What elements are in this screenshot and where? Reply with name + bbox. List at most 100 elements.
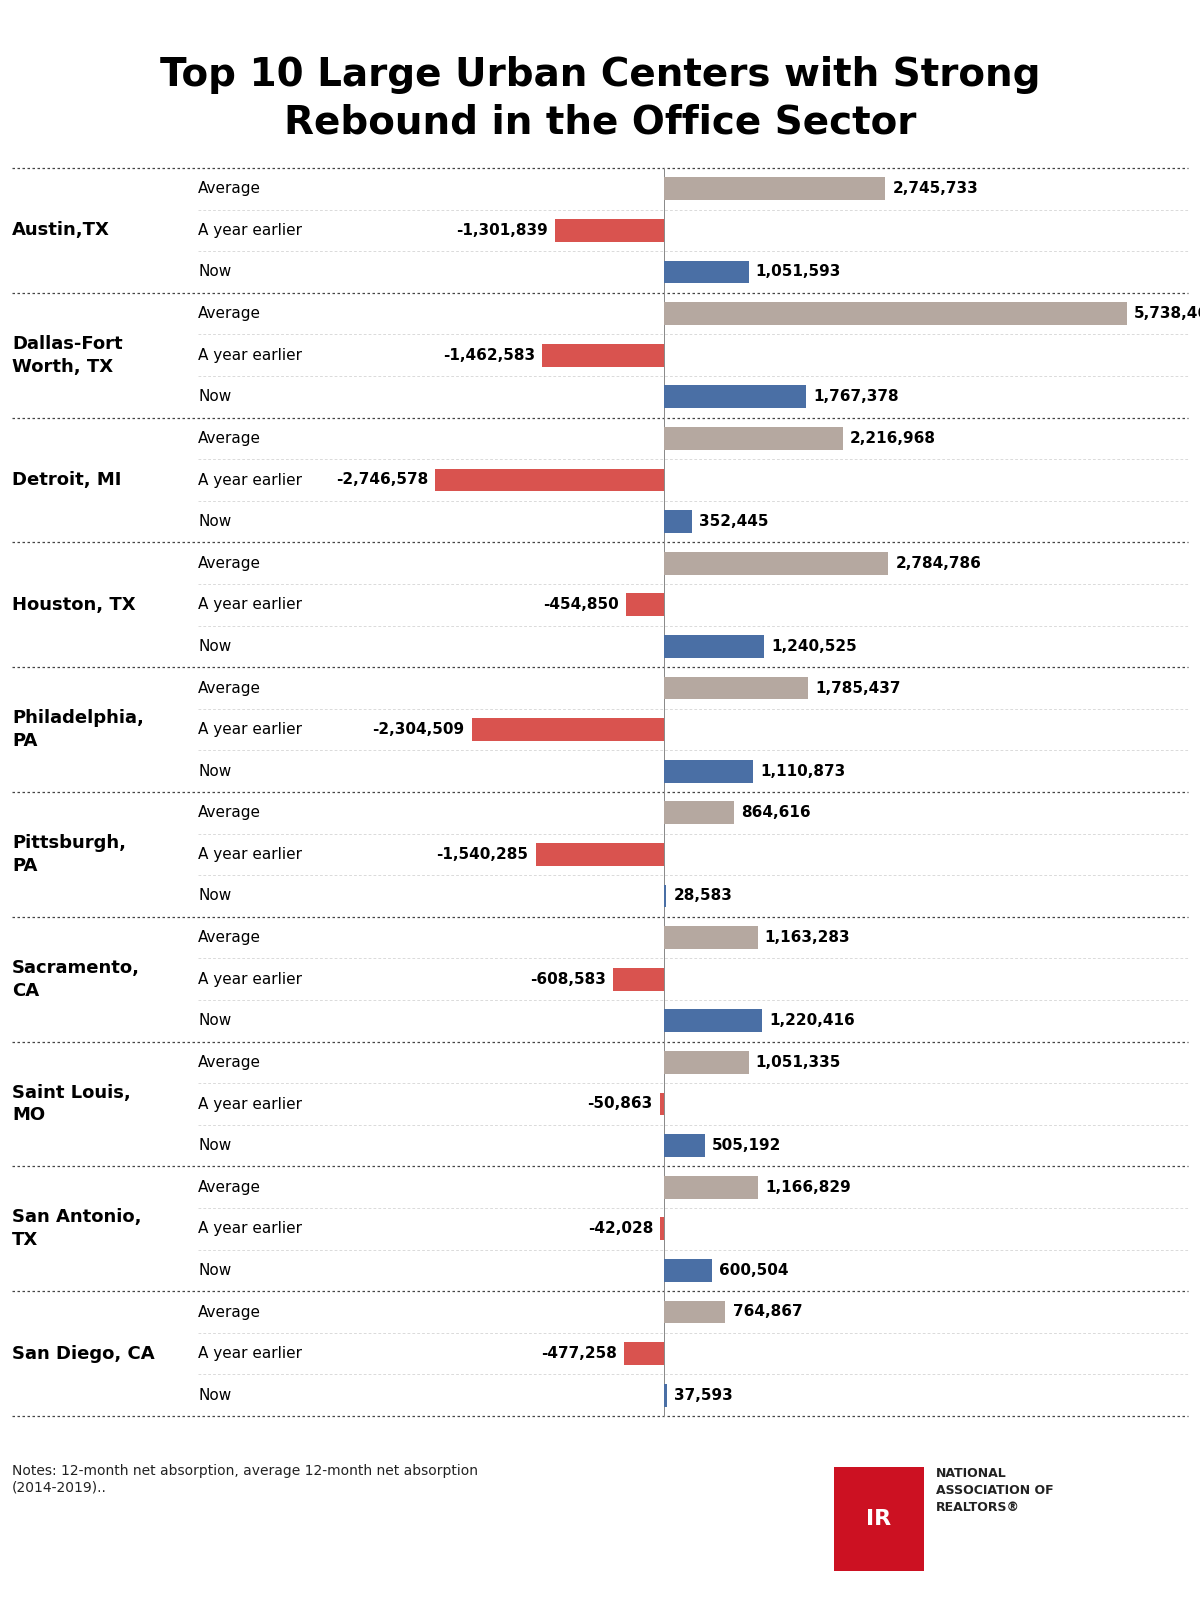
- Text: Dallas-Fort
Worth, TX: Dallas-Fort Worth, TX: [12, 334, 122, 376]
- Bar: [660, 1218, 664, 1240]
- Text: -1,462,583: -1,462,583: [443, 347, 535, 363]
- Text: Average: Average: [198, 1304, 262, 1320]
- Text: A year earlier: A year earlier: [198, 222, 302, 238]
- Text: A year earlier: A year earlier: [198, 347, 302, 363]
- Bar: [556, 219, 664, 242]
- Text: Average: Average: [198, 181, 262, 197]
- Text: 1,110,873: 1,110,873: [761, 763, 846, 779]
- Text: IR: IR: [866, 1509, 892, 1530]
- Text: 1,051,335: 1,051,335: [756, 1054, 841, 1070]
- Bar: [664, 386, 806, 408]
- Text: -454,850: -454,850: [542, 597, 619, 613]
- Text: -50,863: -50,863: [587, 1096, 653, 1112]
- Text: A year earlier: A year earlier: [198, 1346, 302, 1362]
- Text: 600,504: 600,504: [720, 1262, 788, 1278]
- Text: Average: Average: [198, 430, 262, 446]
- Text: Average: Average: [198, 1054, 262, 1070]
- Bar: [542, 344, 664, 366]
- Text: Top 10 Large Urban Centers with Strong
Rebound in the Office Sector: Top 10 Large Urban Centers with Strong R…: [160, 56, 1040, 141]
- Text: Now: Now: [198, 264, 232, 280]
- Bar: [664, 760, 754, 782]
- Bar: [613, 968, 664, 990]
- Text: A year earlier: A year earlier: [198, 971, 302, 987]
- Text: Average: Average: [198, 930, 262, 946]
- Bar: [664, 677, 808, 699]
- Bar: [664, 635, 764, 658]
- Text: San Diego, CA: San Diego, CA: [12, 1344, 155, 1363]
- Text: Average: Average: [198, 555, 262, 571]
- Bar: [664, 552, 888, 574]
- Text: Saint Louis,
MO: Saint Louis, MO: [12, 1083, 131, 1125]
- Bar: [624, 1342, 664, 1365]
- Text: Average: Average: [198, 306, 262, 322]
- Text: A year earlier: A year earlier: [198, 1096, 302, 1112]
- Text: A year earlier: A year earlier: [198, 846, 302, 862]
- Bar: [436, 469, 664, 491]
- Text: San Antonio,
TX: San Antonio, TX: [12, 1208, 142, 1250]
- Bar: [664, 1301, 726, 1323]
- Text: A year earlier: A year earlier: [198, 597, 302, 613]
- Text: 1,240,525: 1,240,525: [772, 638, 857, 654]
- Text: 28,583: 28,583: [673, 888, 732, 904]
- Bar: [664, 1010, 762, 1032]
- Text: 5,738,468: 5,738,468: [1134, 306, 1200, 322]
- Text: Now: Now: [198, 638, 232, 654]
- Text: 764,867: 764,867: [733, 1304, 803, 1320]
- Text: Now: Now: [198, 1013, 232, 1029]
- Text: Detroit, MI: Detroit, MI: [12, 470, 121, 490]
- Text: Austin,TX: Austin,TX: [12, 221, 110, 240]
- Text: NATIONAL
ASSOCIATION OF
REALTORS®: NATIONAL ASSOCIATION OF REALTORS®: [936, 1467, 1054, 1514]
- Text: Now: Now: [198, 763, 232, 779]
- Text: A year earlier: A year earlier: [198, 722, 302, 738]
- Text: 864,616: 864,616: [740, 805, 810, 821]
- Bar: [664, 510, 692, 533]
- Bar: [664, 178, 886, 200]
- Bar: [664, 302, 1127, 325]
- Text: 37,593: 37,593: [674, 1387, 733, 1403]
- Text: 505,192: 505,192: [712, 1138, 781, 1154]
- Text: Houston, TX: Houston, TX: [12, 595, 136, 614]
- Text: Average: Average: [198, 805, 262, 821]
- Text: 1,767,378: 1,767,378: [814, 389, 899, 405]
- Bar: [664, 1384, 667, 1406]
- Bar: [626, 594, 664, 616]
- Text: Pittsburgh,
PA: Pittsburgh, PA: [12, 834, 126, 875]
- Text: 1,051,593: 1,051,593: [756, 264, 841, 280]
- Bar: [664, 1134, 704, 1157]
- Bar: [664, 926, 757, 949]
- Text: -1,301,839: -1,301,839: [456, 222, 548, 238]
- Text: Now: Now: [198, 514, 232, 530]
- Text: -2,304,509: -2,304,509: [372, 722, 464, 738]
- Text: -1,540,285: -1,540,285: [437, 846, 528, 862]
- Bar: [664, 802, 733, 824]
- Text: 1,220,416: 1,220,416: [769, 1013, 856, 1029]
- Text: -42,028: -42,028: [588, 1221, 653, 1237]
- Text: -608,583: -608,583: [530, 971, 606, 987]
- Bar: [535, 843, 664, 866]
- Text: 1,785,437: 1,785,437: [815, 680, 900, 696]
- Text: A year earlier: A year earlier: [198, 1221, 302, 1237]
- Text: Average: Average: [198, 1179, 262, 1195]
- Bar: [664, 1051, 749, 1074]
- Bar: [664, 261, 749, 283]
- Text: Now: Now: [198, 389, 232, 405]
- Bar: [664, 1259, 713, 1282]
- Bar: [660, 1093, 664, 1115]
- Text: Average: Average: [198, 680, 262, 696]
- Bar: [664, 1176, 758, 1198]
- Text: Sacramento,
CA: Sacramento, CA: [12, 958, 140, 1000]
- Text: Now: Now: [198, 1262, 232, 1278]
- Bar: [664, 427, 842, 450]
- Text: A year earlier: A year earlier: [198, 472, 302, 488]
- Text: 352,445: 352,445: [700, 514, 769, 530]
- Text: 1,163,283: 1,163,283: [764, 930, 851, 946]
- Text: -2,746,578: -2,746,578: [336, 472, 428, 488]
- Text: -477,258: -477,258: [541, 1346, 617, 1362]
- Bar: [664, 885, 666, 907]
- Text: Now: Now: [198, 1138, 232, 1154]
- Text: 2,216,968: 2,216,968: [850, 430, 936, 446]
- Text: 2,784,786: 2,784,786: [895, 555, 982, 571]
- Text: Notes: 12-month net absorption, average 12-month net absorption
(2014-2019)..: Notes: 12-month net absorption, average …: [12, 1464, 478, 1494]
- Bar: [472, 718, 664, 741]
- Text: Philadelphia,
PA: Philadelphia, PA: [12, 709, 144, 750]
